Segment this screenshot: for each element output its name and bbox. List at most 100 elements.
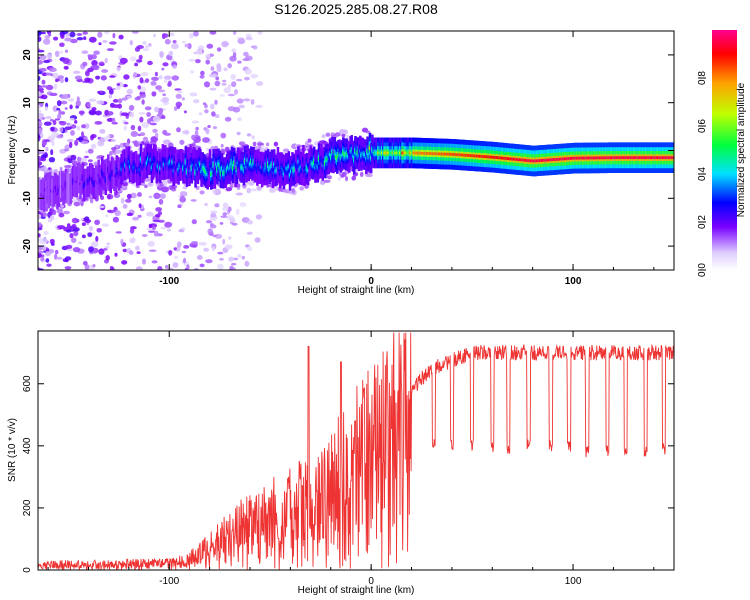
ridge-cell <box>477 154 481 158</box>
noise-blob <box>50 126 55 132</box>
noise-blob <box>243 51 249 57</box>
noise-blob <box>121 112 129 116</box>
noise-blob <box>41 237 48 244</box>
noise-blob <box>236 131 241 136</box>
noise-blob <box>64 49 69 53</box>
noise-blob <box>45 146 49 152</box>
noise-blob <box>53 36 59 41</box>
noise-blob <box>40 256 45 262</box>
noise-blob <box>77 241 83 245</box>
noise-blob <box>69 141 73 149</box>
noise-blob <box>181 40 186 44</box>
ridge-cell <box>445 152 448 156</box>
noise-blob <box>255 214 262 220</box>
noise-blob <box>63 210 70 215</box>
noise-blob <box>70 130 75 136</box>
colorbar-tick-label: 0.0 <box>697 263 708 277</box>
noise-blob <box>93 50 100 55</box>
noise-blob <box>66 138 74 143</box>
noise-blob <box>159 51 164 58</box>
ridge-cell <box>594 156 597 160</box>
noise-blob <box>59 50 64 54</box>
halo-blob <box>334 132 341 137</box>
noise-blob <box>51 140 55 147</box>
noise-blob <box>153 34 156 38</box>
noise-blob <box>96 228 102 233</box>
noise-blob <box>150 81 157 86</box>
noise-blob <box>151 260 158 264</box>
noise-blob <box>179 191 188 197</box>
noise-blob <box>146 112 152 117</box>
halo-blob <box>109 150 113 156</box>
noise-blob <box>173 247 177 251</box>
noise-blob <box>94 110 102 116</box>
halo-blob <box>345 134 350 139</box>
noise-blob <box>247 219 253 225</box>
noise-blob <box>167 80 172 87</box>
noise-blob <box>134 62 139 67</box>
noise-blob <box>43 38 51 45</box>
noise-blob <box>90 241 99 248</box>
noise-blob <box>161 67 165 71</box>
noise-blob <box>84 216 90 221</box>
halo-blob <box>163 140 170 145</box>
noise-blob <box>101 69 109 73</box>
halo-blob <box>76 156 82 163</box>
halo-blob <box>199 190 205 195</box>
noise-blob <box>153 192 161 199</box>
noise-blob <box>129 56 137 62</box>
noise-blob <box>191 241 199 245</box>
noise-blob <box>222 207 229 212</box>
snr-marks <box>38 332 674 570</box>
halo-blob <box>359 171 364 177</box>
noise-blob <box>151 76 159 81</box>
noise-blob <box>162 129 168 135</box>
noise-blob <box>69 117 75 121</box>
ridge-cell <box>614 156 618 160</box>
noise-blob <box>230 74 236 80</box>
halo-blob <box>54 169 58 174</box>
noise-blob <box>216 66 222 73</box>
noise-blob <box>212 234 217 238</box>
noise-blob <box>49 215 55 221</box>
noise-blob <box>88 225 94 232</box>
noise-blob <box>159 193 166 199</box>
noise-blob <box>166 228 171 232</box>
noise-blob <box>78 136 83 143</box>
halo-blob <box>259 148 266 152</box>
noise-blob <box>160 226 167 230</box>
noise-blob <box>129 111 135 118</box>
noise-blob <box>81 222 86 227</box>
noise-blob <box>38 104 41 110</box>
noise-blob <box>195 49 203 55</box>
noise-blob <box>217 263 224 270</box>
noise-blob <box>106 242 111 246</box>
noise-blob <box>195 59 201 64</box>
noise-blob <box>204 202 208 207</box>
noise-blob <box>251 188 257 192</box>
noise-blob <box>231 81 237 88</box>
noise-blob <box>155 213 161 218</box>
halo-blob <box>273 141 279 147</box>
noise-blob <box>207 228 213 235</box>
noise-blob <box>137 214 142 218</box>
noise-blob <box>256 81 264 86</box>
halo-blob <box>38 213 41 219</box>
halo-blob <box>182 186 188 190</box>
noise-blob <box>196 255 203 260</box>
noise-blob <box>123 74 130 80</box>
snr-x-tick-label: 0 <box>368 576 374 587</box>
noise-blob <box>88 246 95 253</box>
noise-blob <box>136 59 143 63</box>
noise-blob <box>223 67 228 72</box>
noise-blob <box>141 234 148 237</box>
noise-blob <box>172 262 179 268</box>
noise-blob <box>205 59 210 65</box>
noise-blob <box>111 117 116 124</box>
noise-blob <box>195 126 199 131</box>
noise-blob <box>58 212 65 218</box>
noise-blob <box>126 212 134 217</box>
noise-blob <box>99 90 103 94</box>
noise-blob <box>99 63 105 66</box>
halo-blob <box>260 145 265 149</box>
